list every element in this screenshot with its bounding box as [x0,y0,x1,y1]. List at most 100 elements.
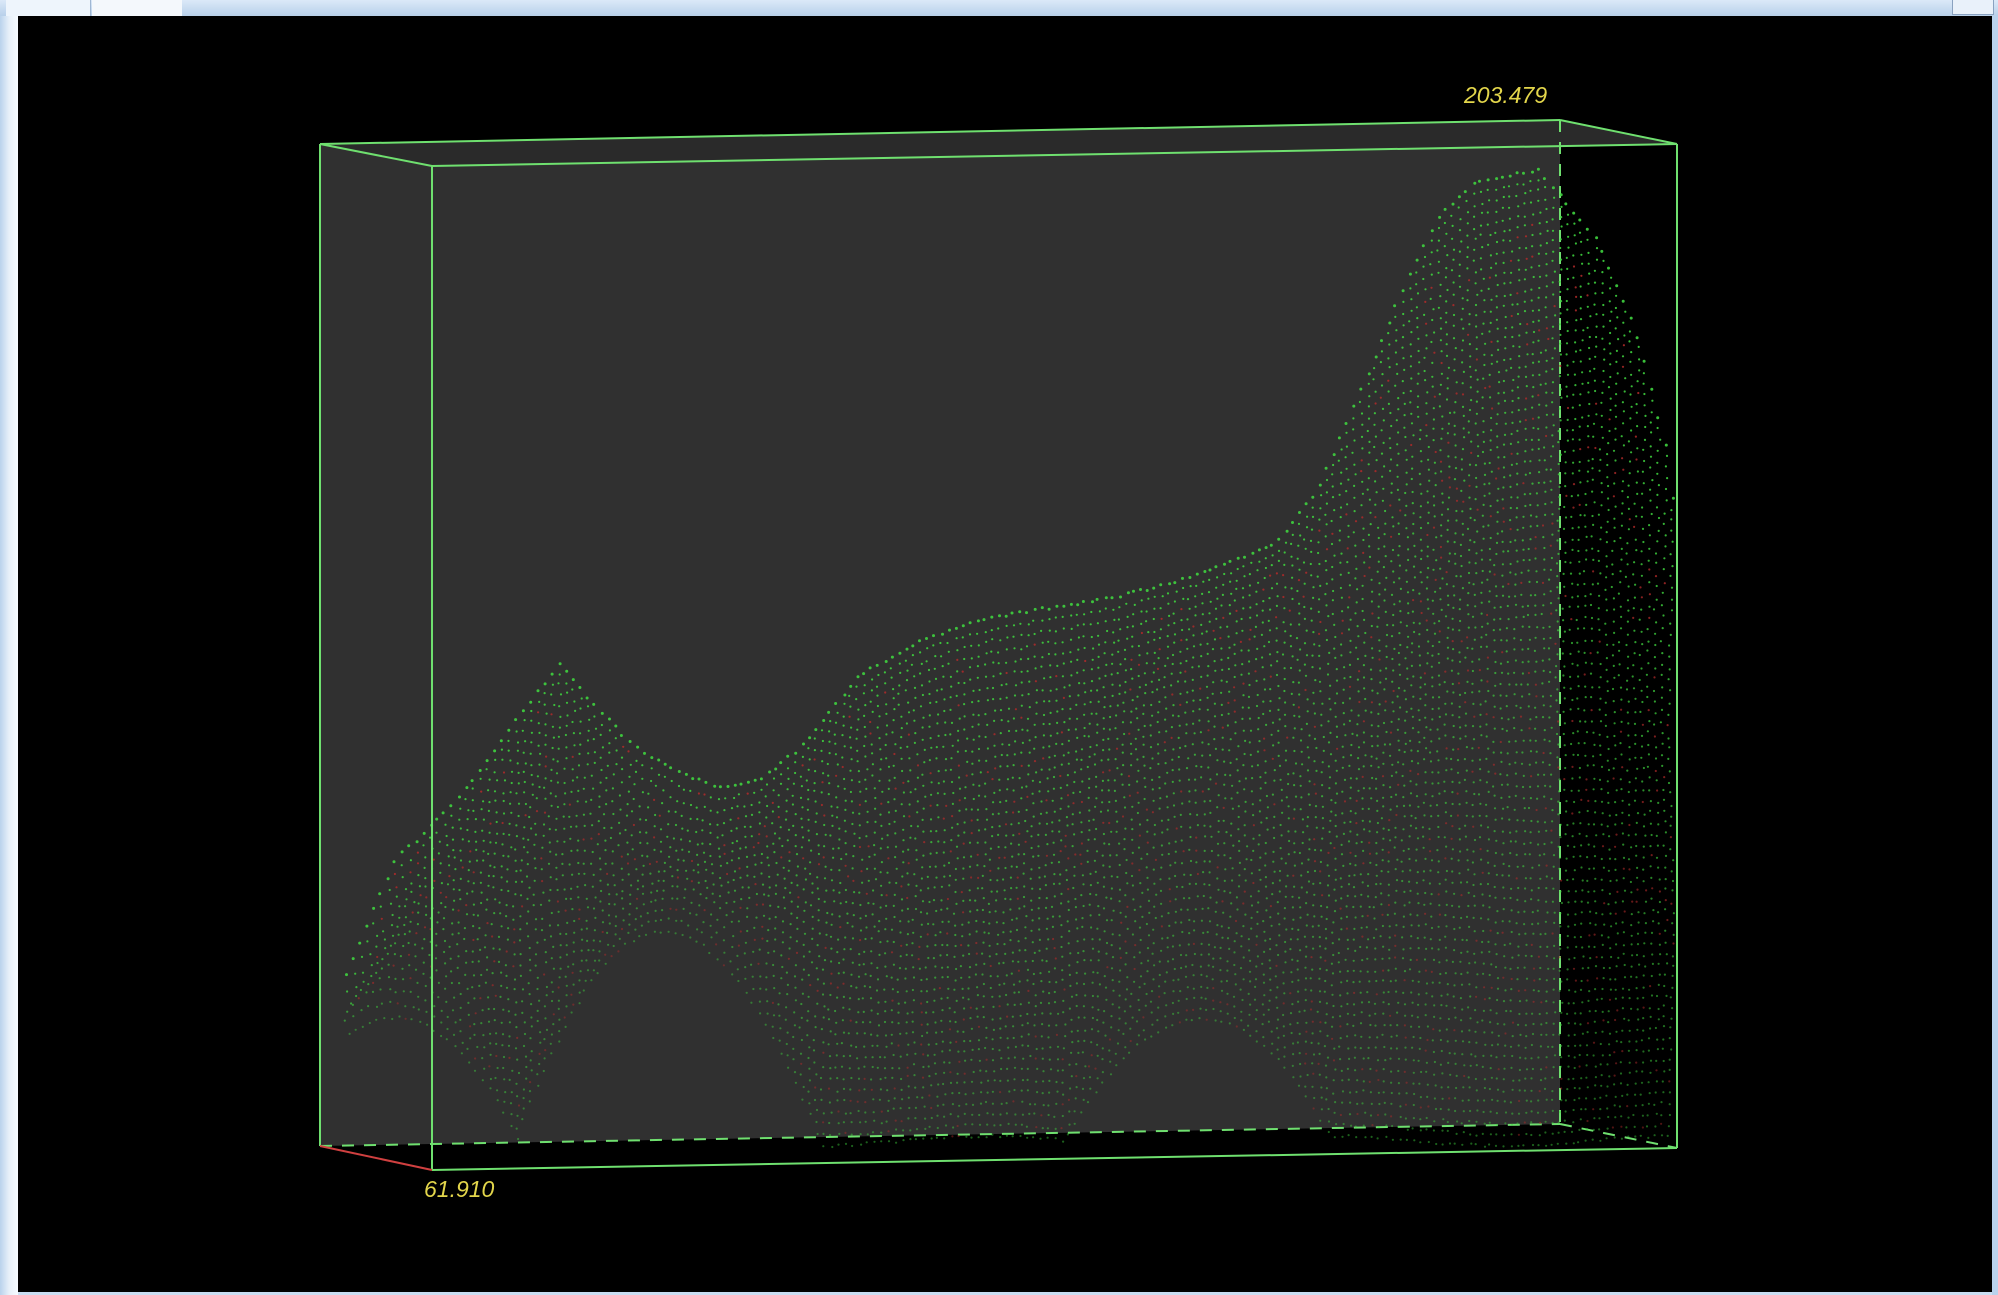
cloud-point [1111,662,1114,665]
cloud-point [850,1044,853,1047]
window-tab-secondary[interactable] [92,0,182,16]
cloud-point [863,725,866,729]
cloud-point [556,900,560,903]
cloud-point [548,899,551,902]
cloud-point [863,1032,866,1035]
cloud-point [928,759,932,762]
cloud-point [1016,876,1019,879]
cloud-point [1298,693,1301,696]
cloud-point [1116,875,1119,879]
cloud-point [879,847,882,850]
cloud-point [785,810,788,813]
cloud-point [417,1008,420,1011]
cloud-point [508,822,511,825]
cloud-point [1293,784,1296,787]
cloud-point [657,773,661,776]
cloud-point [1284,950,1287,953]
cloud-point [407,844,411,848]
cloud-point [458,982,461,985]
cloud-point [1102,885,1105,888]
cloud-point [1052,937,1055,941]
cloud-point [493,1019,496,1022]
cloud-point [926,875,929,879]
cloud-point [999,672,1002,675]
cloud-point [950,780,954,784]
cloud-point [1005,799,1008,803]
cloud-point [1031,959,1034,963]
cloud-point [1062,999,1065,1003]
cloud-point [876,694,879,697]
3d-viewport[interactable]: 203.479 61.910 [18,16,1992,1292]
cloud-point [843,745,846,748]
cloud-point [810,961,814,964]
cloud-point [1061,708,1064,711]
cloud-point [482,1034,485,1037]
cloud-point [1312,631,1315,634]
cloud-point [1261,962,1264,965]
cloud-point [984,713,987,716]
cloud-point [1186,986,1189,989]
cloud-point [1076,717,1079,720]
cloud-point [951,802,955,806]
cloud-point [1332,463,1335,467]
point-cloud-scene[interactable] [18,16,1992,1292]
cloud-point [809,984,812,987]
cloud-point [477,960,480,963]
cloud-point [855,1021,858,1024]
cloud-point [1096,881,1099,884]
cloud-point [1002,931,1005,934]
cloud-point [1342,688,1345,691]
cloud-point [1251,777,1254,780]
cloud-point [1053,810,1056,813]
cloud-point [1107,737,1110,741]
cloud-point [639,818,642,821]
cloud-point [895,867,898,870]
cloud-point [552,1013,555,1016]
cloud-point [1297,579,1301,582]
cloud-point [650,900,653,903]
cloud-point [500,971,503,974]
cloud-point [786,983,790,987]
cloud-point [543,1038,546,1041]
cloud-point [961,636,964,639]
cloud-point [418,885,421,888]
cloud-point [1171,714,1175,717]
cloud-point [1050,905,1054,909]
cloud-point [1062,1011,1065,1014]
cloud-point [766,1000,769,1003]
window-tab[interactable] [6,0,91,16]
window-control-icon[interactable] [1952,0,1994,15]
cloud-point [885,733,888,736]
cloud-point [778,992,781,995]
cloud-point [1316,1010,1319,1013]
cloud-point [1077,1040,1080,1043]
cloud-point [466,1047,469,1050]
cloud-point [1152,868,1155,871]
cloud-point [1302,561,1306,564]
cloud-point [1190,1019,1193,1022]
cloud-point [1060,902,1063,905]
cloud-point [1304,1062,1307,1065]
cloud-point [500,888,503,892]
cloud-point [1320,904,1323,908]
cloud-point [856,749,859,752]
cloud-point [1240,1019,1243,1022]
cloud-point [1017,991,1021,994]
cloud-point [1179,953,1183,957]
cloud-point [351,957,355,961]
cloud-point [524,802,527,806]
cloud-point [1152,846,1155,849]
cloud-point [1205,1018,1208,1021]
cloud-point [514,880,518,884]
cloud-point [1241,998,1244,1002]
cloud-point [899,955,902,958]
cloud-point [1327,1120,1331,1123]
cloud-point [518,939,522,942]
cloud-point [1110,875,1113,878]
cloud-point [976,818,979,822]
cloud-point [1312,702,1315,705]
cloud-point [905,990,908,993]
cloud-point [850,726,853,729]
cloud-point [472,938,475,942]
cloud-point [842,1055,845,1058]
